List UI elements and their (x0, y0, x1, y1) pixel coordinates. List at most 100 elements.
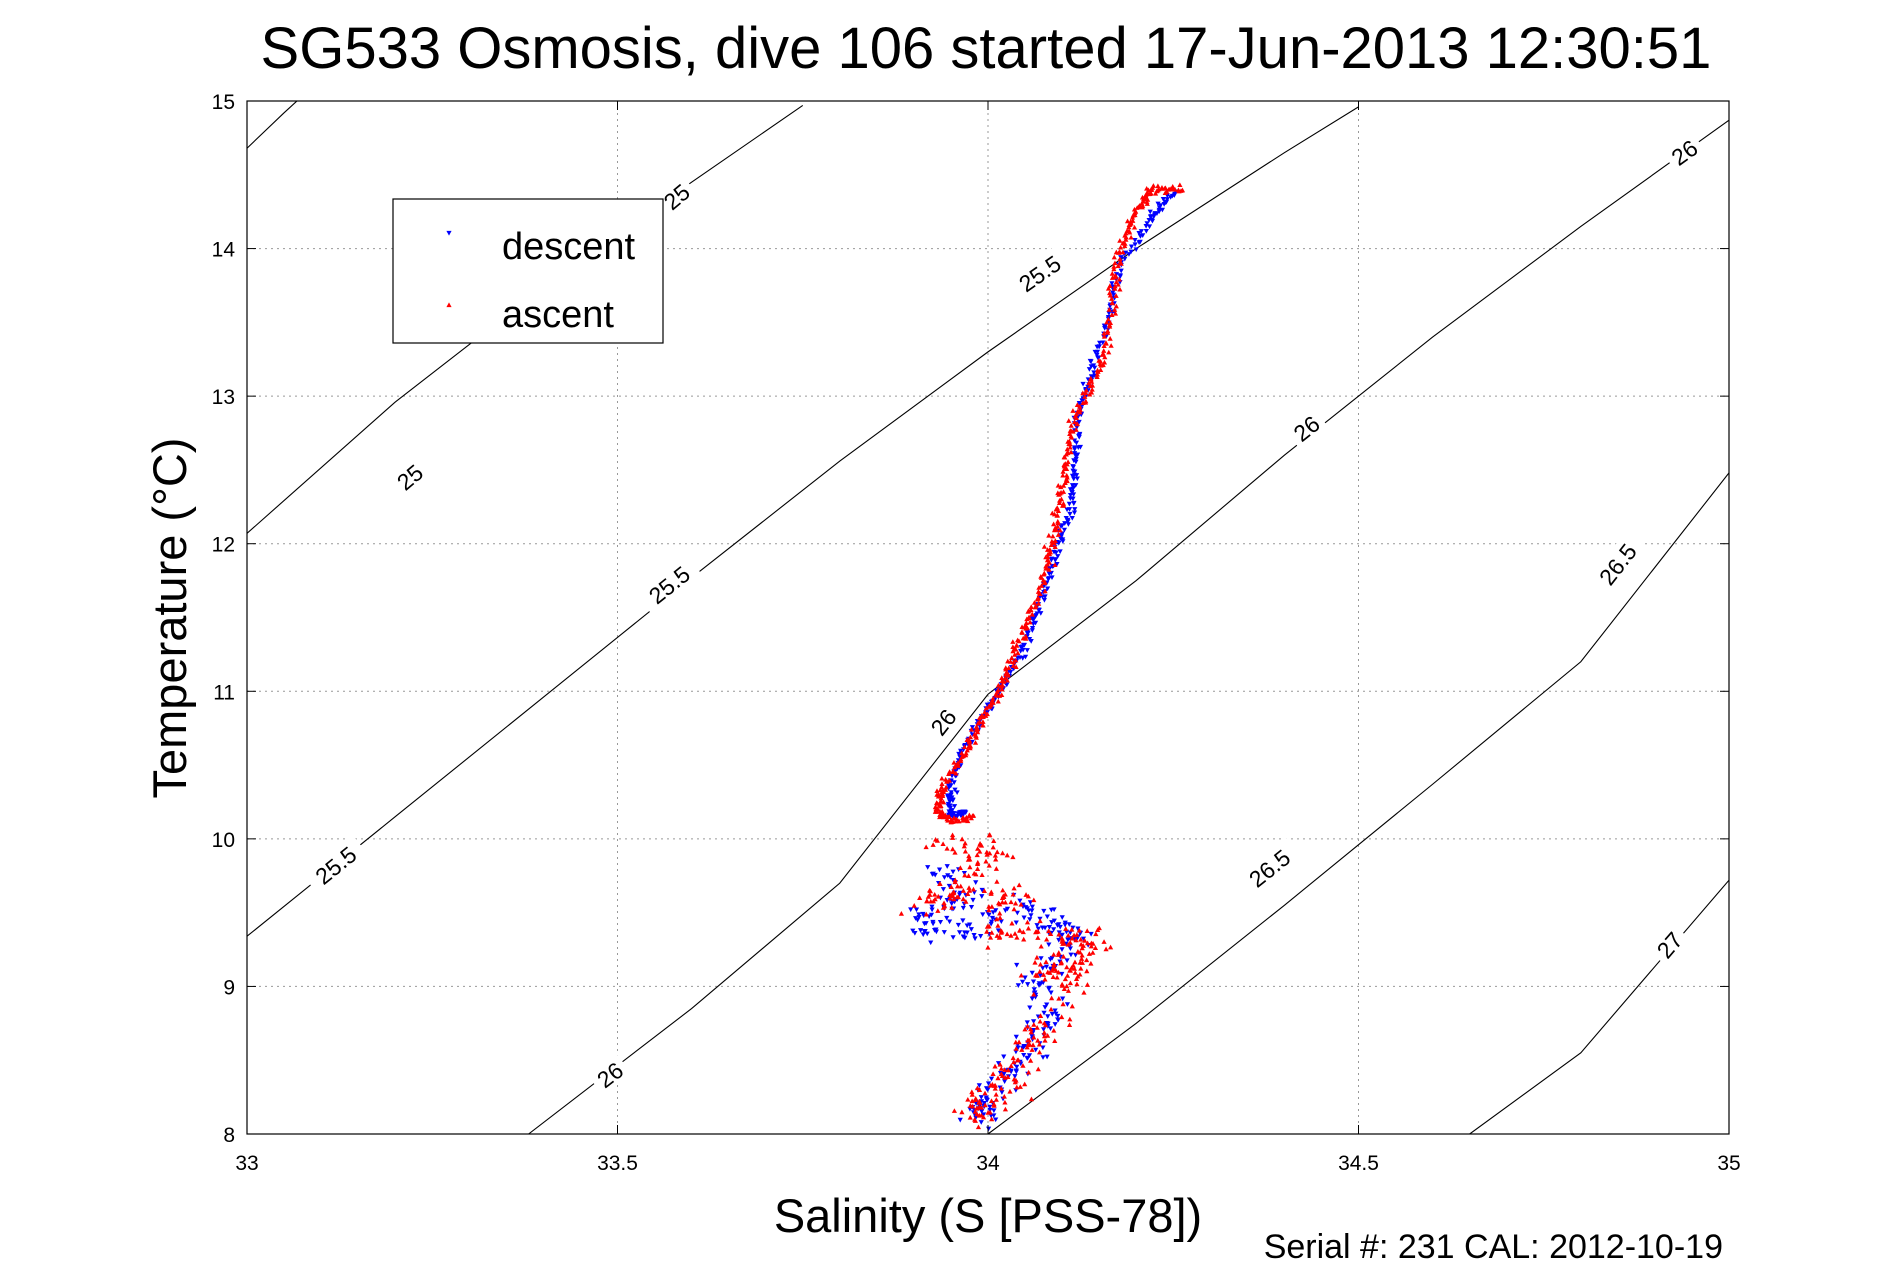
data-point-ascent (1068, 965, 1075, 970)
data-point-ascent (930, 842, 936, 847)
data-point-ascent (1080, 390, 1086, 396)
data-point-ascent (983, 858, 989, 864)
data-point-ascent (1056, 950, 1062, 955)
data-point-ascent (1060, 1001, 1066, 1007)
data-point-descent (968, 904, 975, 910)
data-point-ascent (1106, 349, 1112, 355)
data-point-ascent (1105, 285, 1112, 291)
data-point-ascent (1126, 224, 1132, 230)
data-point-ascent (1024, 919, 1031, 925)
data-point-ascent (1066, 441, 1072, 447)
data-point-descent (946, 919, 953, 925)
data-point-descent (991, 1108, 997, 1114)
data-point-ascent (917, 895, 923, 900)
data-point-descent (940, 887, 947, 892)
data-point-ascent (960, 888, 966, 893)
data-point-ascent (1059, 503, 1066, 508)
data-point-ascent (964, 737, 970, 742)
data-point-descent (999, 1090, 1005, 1095)
data-point-descent (1073, 459, 1079, 465)
data-point-ascent (1128, 218, 1134, 224)
data-point-ascent (984, 929, 990, 934)
data-point-ascent (997, 910, 1003, 916)
data-point-ascent (966, 744, 972, 749)
data-point-ascent (1025, 609, 1031, 614)
data-point-descent (1046, 986, 1052, 992)
data-point-ascent (1034, 596, 1041, 602)
data-point-descent (1067, 511, 1073, 517)
data-point-descent (1161, 202, 1167, 207)
data-point-ascent (1011, 659, 1017, 665)
data-point-ascent (1101, 343, 1107, 349)
data-point-ascent (1049, 995, 1055, 1001)
data-point-descent (1036, 983, 1042, 988)
data-point-descent (1070, 492, 1077, 498)
data-point-ascent (959, 1109, 965, 1115)
data-point-descent (1067, 487, 1074, 492)
data-point-ascent (1074, 421, 1080, 426)
data-point-ascent (1025, 925, 1032, 931)
data-point-ascent (1028, 604, 1034, 609)
data-point-ascent (984, 852, 990, 857)
data-point-descent (1013, 1049, 1019, 1055)
data-point-ascent (1129, 214, 1136, 220)
data-point-descent (1109, 281, 1115, 286)
data-point-ascent (999, 895, 1006, 900)
data-point-descent (1018, 1061, 1024, 1067)
data-point-ascent (1107, 323, 1113, 329)
contour-label-bg (653, 174, 699, 218)
data-point-descent (1042, 925, 1048, 931)
data-point-descent (945, 873, 951, 878)
data-point-descent (1118, 268, 1124, 274)
data-point-ascent (1082, 938, 1088, 943)
data-point-ascent (1016, 882, 1022, 888)
data-point-ascent (1025, 893, 1031, 899)
data-point-descent (972, 936, 978, 942)
data-point-ascent (969, 1092, 975, 1097)
data-point-ascent (971, 870, 977, 876)
data-point-ascent (954, 883, 961, 889)
data-point-ascent (1088, 960, 1094, 966)
data-point-ascent (1063, 926, 1069, 931)
data-point-ascent (1072, 970, 1078, 975)
data-point-ascent (992, 1063, 998, 1069)
data-point-ascent (1045, 554, 1051, 560)
data-point-ascent (1084, 928, 1090, 933)
data-point-ascent (1089, 386, 1095, 392)
data-point-descent (1030, 621, 1036, 627)
data-point-ascent (1021, 936, 1027, 942)
data-point-ascent (1004, 852, 1010, 858)
data-point-ascent (980, 714, 986, 719)
data-point-descent (908, 907, 914, 913)
data-point-ascent (1012, 900, 1019, 906)
data-point-ascent (941, 799, 947, 805)
data-point-ascent (1022, 1081, 1028, 1087)
data-point-ascent (978, 1104, 984, 1110)
contour-line-25.5 (247, 106, 1359, 937)
data-point-ascent (966, 873, 972, 878)
data-point-ascent (993, 1097, 999, 1102)
data-point-ascent (967, 1103, 973, 1108)
data-point-ascent (1074, 981, 1080, 987)
data-point-ascent (1054, 974, 1060, 980)
data-point-descent (1064, 958, 1070, 964)
data-point-ascent (990, 1071, 996, 1077)
data-point-descent (981, 1112, 987, 1118)
data-point-ascent (928, 898, 934, 904)
data-point-ascent (1109, 296, 1115, 301)
data-point-ascent (1078, 936, 1084, 942)
serial-cal-footer: Serial #: 231 CAL: 2012-10-19 (1264, 1228, 1723, 1262)
data-point-descent (1137, 239, 1143, 245)
data-point-ascent (1065, 942, 1071, 947)
data-point-ascent (1075, 948, 1081, 954)
data-point-descent (1046, 571, 1052, 577)
data-point-descent (1088, 931, 1094, 937)
contour-label-bg (302, 834, 369, 895)
data-point-ascent (997, 1061, 1003, 1067)
data-point-ascent (1051, 527, 1058, 533)
data-point-descent (1106, 311, 1112, 316)
data-point-descent (1118, 255, 1124, 261)
data-point-descent (1143, 228, 1149, 234)
data-point-ascent (994, 879, 1000, 884)
data-point-ascent (1144, 201, 1150, 206)
